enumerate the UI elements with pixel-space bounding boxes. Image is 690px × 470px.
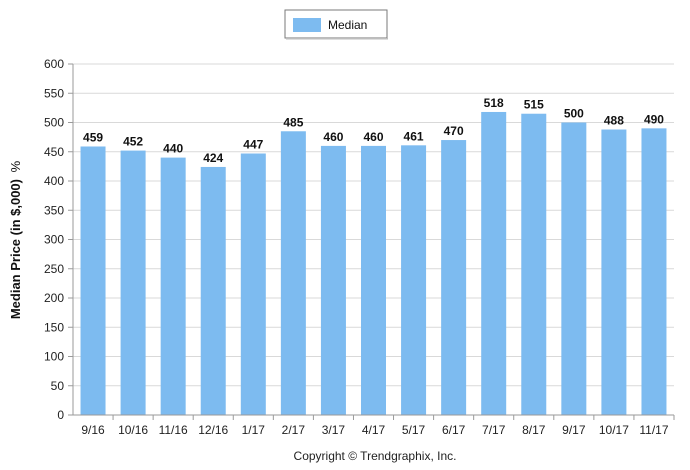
bar-11-17 [641,128,667,415]
legend: Median [284,9,388,40]
legend-label: Median [328,18,367,32]
y-tick-label: 200 [44,291,64,305]
bar-12-16 [200,166,226,415]
value-label: 424 [203,151,223,165]
x-tick-label: 6/17 [442,423,466,437]
bar-10-17 [601,129,627,415]
y-tick-label: 550 [44,86,64,100]
axes [72,64,674,416]
y-axis-label-text: Median Price (in $,000) [8,179,23,319]
value-label: 485 [283,115,303,129]
bar-1-17 [240,153,266,415]
y-axis-label-suffix: % [8,160,23,172]
x-tick-label: 5/17 [402,423,426,437]
value-label: 488 [604,114,624,128]
value-label: 518 [484,96,504,110]
value-label: 460 [323,130,343,144]
x-tick-label: 10/16 [118,423,148,437]
bar-8-17 [521,113,547,415]
bar-9-17 [561,122,587,415]
x-tick-label: 3/17 [322,423,346,437]
value-label: 490 [644,112,664,126]
bar-9-16 [80,146,106,416]
x-tick-label: 8/17 [522,423,546,437]
x-tick-label: 11/17 [639,423,668,437]
value-label: 452 [123,135,143,149]
y-tick-label: 300 [44,233,64,247]
bar-11-16 [160,157,186,415]
x-tick-label: 9/17 [562,423,586,437]
x-tick-labels: 9/16 10/16 11/16 12/16 1/17 2/17 3/17 4/17 5/17 6… [81,423,669,437]
y-tick-label: 250 [44,262,64,276]
y-tick-label: 50 [51,379,65,393]
legend-swatch [293,18,321,32]
bar-5-17 [401,145,427,415]
value-label: 459 [83,130,103,144]
x-tick-label: 1/17 [242,423,266,437]
value-label: 447 [243,138,263,152]
value-labels: 459 452 440 424 447 485 460 460 461 470 518 515 500 4… [83,96,664,165]
x-tick-label: 10/17 [599,423,629,437]
y-tick-labels: 0 50 100 150 200 250 300 350 400 450 500 550 600 [44,57,64,422]
bar-6-17 [441,140,467,416]
y-tick-label: 400 [44,174,64,188]
x-tick-label: 4/17 [362,423,386,437]
x-tick-label: 11/16 [159,423,188,437]
value-label: 500 [564,107,584,121]
x-tick-label: 12/16 [198,423,228,437]
value-label: 461 [404,129,424,143]
x-tick-label: 2/17 [282,423,306,437]
value-label: 515 [524,98,544,112]
x-tick-label: 9/16 [81,423,105,437]
y-tick-label: 350 [44,203,64,217]
bar-4-17 [361,145,386,415]
y-tick-label: 500 [44,116,64,130]
y-tick-label: 0 [57,408,64,422]
value-label: 470 [444,124,464,138]
bars [80,111,667,416]
y-tick-label: 150 [44,320,64,334]
y-axis-label: Median Price (in $,000) % [8,160,23,319]
x-tick-label: 7/17 [482,423,506,437]
y-tick-label: 100 [44,350,64,364]
value-label: 460 [363,130,383,144]
bar-3-17 [320,145,346,415]
y-tick-label: 450 [44,145,64,159]
bar-2-17 [280,131,306,415]
bar-7-17 [481,111,507,415]
y-tick-label: 600 [44,57,64,71]
copyright-text: Copyright © Trendgraphix, Inc. [294,449,457,463]
legend-border-shadow [286,38,388,40]
bar-10-16 [120,150,146,415]
value-label: 440 [163,142,183,156]
